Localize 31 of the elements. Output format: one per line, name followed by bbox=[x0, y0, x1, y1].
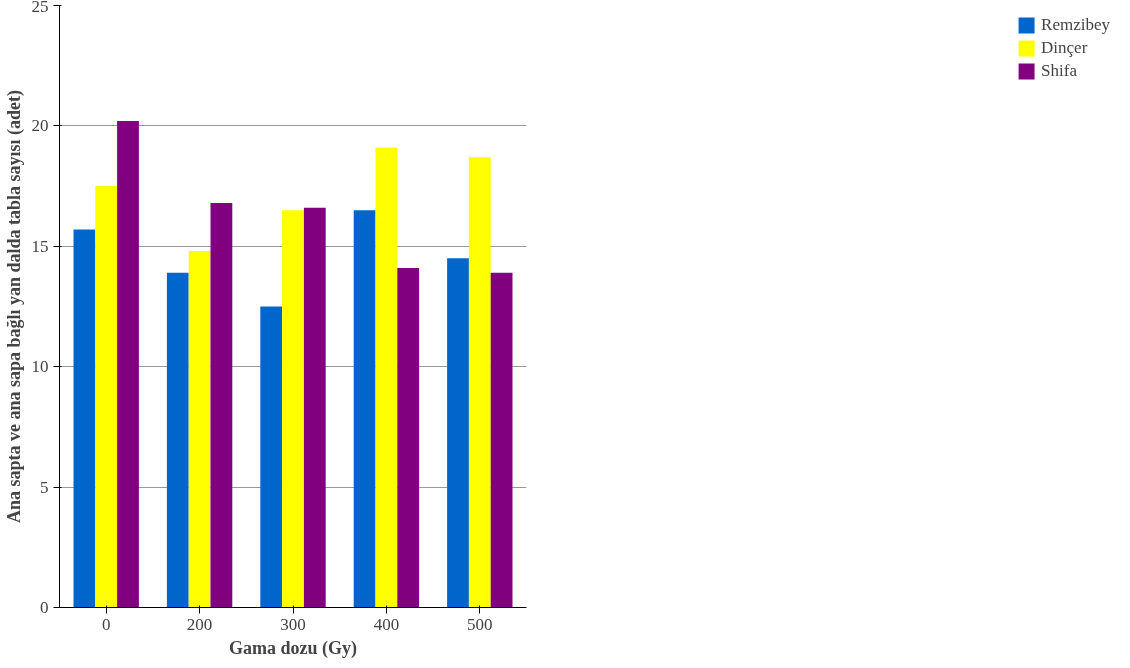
x-tick-label: 500 bbox=[467, 614, 493, 634]
y-tick-label: 0 bbox=[40, 598, 49, 617]
y-axis-title: Ana sapta ve ana sapa bağlı yan dalda tabla sayısı (adet) bbox=[3, 89, 25, 524]
y-tick-label: 5 bbox=[40, 477, 49, 497]
legend-label: Shifa bbox=[1041, 61, 1077, 81]
y-tick-label: 10 bbox=[31, 357, 49, 377]
y-tick-label: 15 bbox=[31, 236, 49, 256]
x-axis-title: Gama dozu (Gy) bbox=[229, 637, 357, 659]
bar bbox=[282, 210, 304, 608]
x-tick-label: 200 bbox=[186, 614, 213, 634]
x-tick-label: 0 bbox=[101, 614, 111, 634]
bar bbox=[260, 306, 283, 608]
bar bbox=[188, 251, 211, 608]
legend-label: Dinçer bbox=[1041, 38, 1088, 58]
bar bbox=[353, 210, 376, 608]
legend-label: Remzibey bbox=[1041, 15, 1110, 35]
y-tick-label: 25 bbox=[31, 0, 49, 16]
y-tick-label: 20 bbox=[31, 116, 49, 136]
bar bbox=[447, 258, 469, 608]
bar bbox=[210, 202, 233, 608]
bar bbox=[490, 272, 513, 608]
x-tick-label: 400 bbox=[373, 614, 400, 634]
bar bbox=[117, 121, 139, 608]
bar bbox=[166, 272, 189, 608]
x-tick-label: 300 bbox=[280, 614, 306, 634]
bar bbox=[468, 157, 491, 608]
bar bbox=[375, 147, 398, 608]
bar bbox=[397, 267, 420, 608]
bar bbox=[95, 186, 118, 608]
bar bbox=[303, 207, 326, 608]
bar bbox=[73, 229, 96, 608]
